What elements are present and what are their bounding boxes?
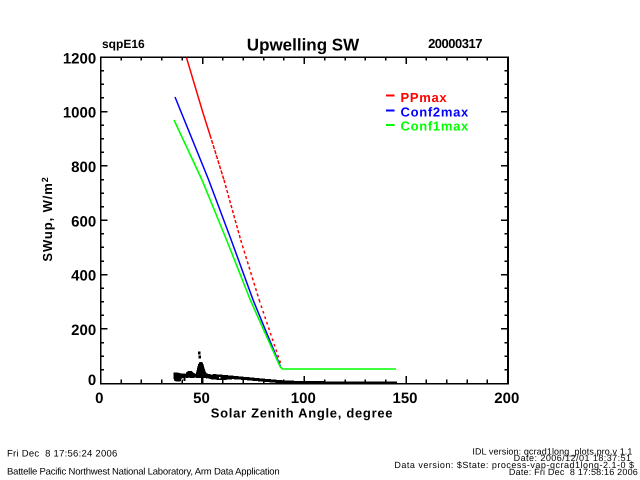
svg-text:Fri Dec 8 17:56:24 2006: Fri Dec 8 17:56:24 2006 [7,449,118,460]
svg-text:200: 200 [494,390,519,407]
svg-text:0: 0 [95,390,103,407]
svg-text:600: 600 [71,213,96,230]
svg-text:100: 100 [291,390,316,407]
svg-text:200: 200 [71,322,96,339]
svg-text:400: 400 [71,268,96,285]
svg-text:Upwelling SW: Upwelling SW [247,35,360,54]
svg-text:Date: Fri Dec 8 17:58:16 2006: Date: Fri Dec 8 17:58:16 2006 [509,467,638,477]
svg-text:SWup, W/m2: SWup, W/m2 [40,176,55,261]
svg-text:Conf1max: Conf1max [401,119,470,134]
svg-text:sqpE16: sqpE16 [102,37,145,51]
svg-text:Battelle Pacific Northwest Nat: Battelle Pacific Northwest National Labo… [7,467,279,478]
svg-text:Solar Zenith Angle, degree: Solar Zenith Angle, degree [211,406,393,421]
svg-text:1200: 1200 [63,50,96,67]
svg-text:Date: 2006/12/01 18:37:51: Date: 2006/12/01 18:37:51 [514,453,632,463]
svg-text:1000: 1000 [63,105,96,122]
svg-text:IDL version: qcrad1long_plots.: IDL version: qcrad1long_plots.pro,v 1.1 [472,447,632,457]
svg-text:800: 800 [71,159,96,176]
svg-text:0: 0 [88,372,96,389]
svg-text:150: 150 [392,390,417,407]
svg-text:Conf2max: Conf2max [401,104,470,119]
svg-text:PPmax: PPmax [401,90,448,105]
svg-text:50: 50 [193,390,210,407]
svg-text:Data version: $State: process-: Data version: $State: process-vap-qcrad1… [394,460,634,470]
svg-text:20000317: 20000317 [428,36,482,51]
